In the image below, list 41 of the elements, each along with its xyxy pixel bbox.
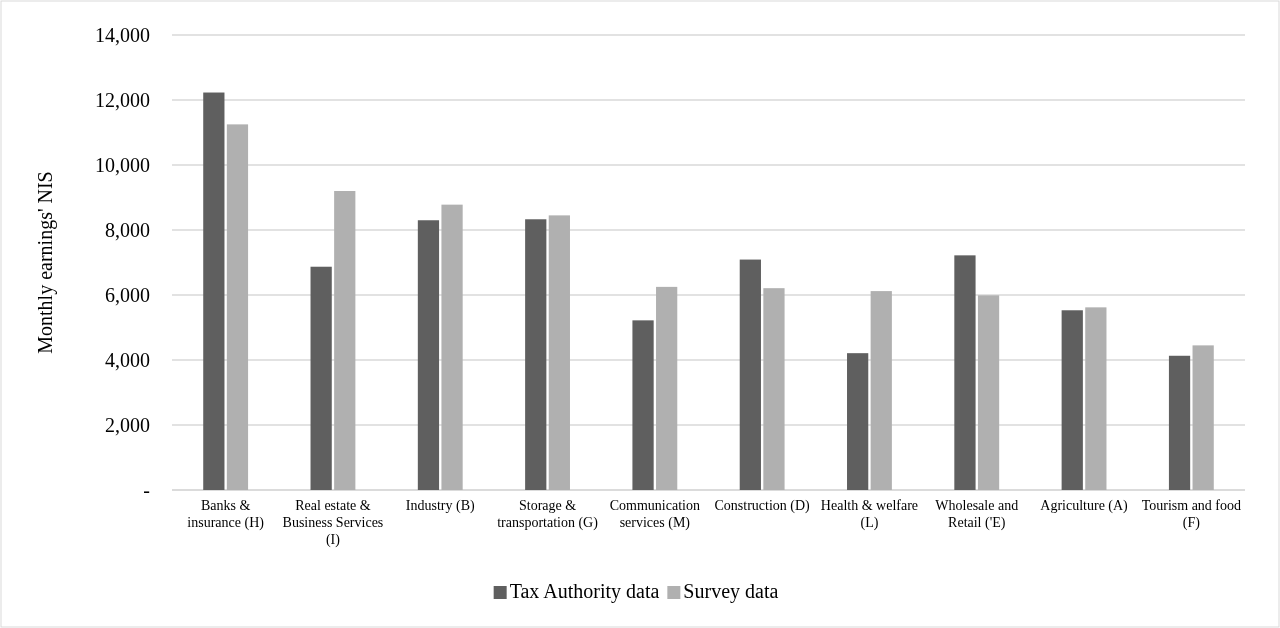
x-tick-label: Agriculture (A) bbox=[1040, 498, 1129, 514]
y-tick-label: 8,000 bbox=[105, 218, 150, 241]
bar bbox=[870, 291, 892, 490]
y-tick-label: 2,000 bbox=[105, 413, 150, 436]
bar bbox=[1192, 345, 1214, 490]
bar bbox=[1085, 307, 1107, 490]
y-tick-label: - bbox=[143, 478, 150, 501]
bar bbox=[763, 288, 785, 490]
x-tick-label: Industry (B) bbox=[405, 498, 475, 514]
y-tick-label: 4,000 bbox=[105, 348, 150, 371]
bar bbox=[548, 215, 570, 490]
bar bbox=[954, 255, 976, 490]
x-tick-label: Health & welfare (L) bbox=[820, 498, 919, 531]
bar bbox=[310, 266, 332, 490]
x-tick-label: Tourism and food (F) bbox=[1141, 498, 1242, 531]
x-tick-label: Construction (D) bbox=[714, 498, 811, 514]
y-tick-label: 14,000 bbox=[95, 23, 150, 46]
bar bbox=[1168, 355, 1191, 490]
bar bbox=[977, 295, 1000, 490]
x-tick-label: Communication services (M) bbox=[609, 498, 700, 531]
x-tick-label: Storage & transportation (G) bbox=[497, 498, 599, 531]
legend-label: Tax Authority data bbox=[509, 580, 660, 603]
y-tick-label: 6,000 bbox=[105, 283, 150, 306]
bar bbox=[847, 353, 869, 490]
x-tick-label: Wholesale and Retail ('E) bbox=[935, 498, 1019, 531]
bar bbox=[632, 320, 654, 490]
x-tick-label: Banks & insurance (H) bbox=[187, 498, 265, 531]
y-tick-label: 10,000 bbox=[95, 153, 150, 176]
bar bbox=[739, 259, 761, 490]
bar bbox=[656, 286, 678, 490]
legend-label: Survey data bbox=[683, 580, 779, 603]
bar bbox=[441, 204, 463, 490]
bar bbox=[226, 124, 249, 490]
bar bbox=[417, 220, 440, 490]
x-tick-label: Real estate & Business Services (I) bbox=[282, 498, 384, 548]
bar bbox=[203, 92, 225, 490]
bar bbox=[334, 191, 356, 490]
bar bbox=[1061, 310, 1083, 490]
bar bbox=[525, 219, 547, 490]
y-axis-title: Monthly earnings' NIS bbox=[34, 171, 57, 354]
y-tick-label: 12,000 bbox=[95, 88, 150, 111]
